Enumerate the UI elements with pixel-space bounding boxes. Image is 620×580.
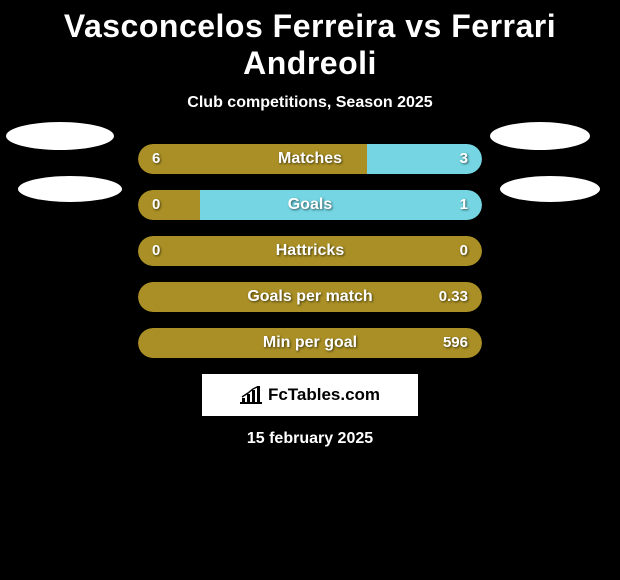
stat-row: Goals per match0.33 [138,282,482,312]
stat-row: Hattricks0 0 [138,236,482,266]
date-label: 15 february 2025 [0,430,620,448]
stat-label: Goals per match [138,282,482,312]
stat-row: Matches6 3 [138,144,482,174]
stat-value-left: 6 [152,144,160,174]
stat-bars: Matches63Goals01Hattricks00Goals per mat… [138,144,482,358]
chart-icon [240,386,262,404]
stat-value-left: 0 [152,236,160,266]
player-right-photo-top [490,122,590,150]
stat-label: Hattricks [138,236,482,266]
stat-label: Matches [138,144,482,174]
stat-label: Min per goal [138,328,482,358]
player-left-photo-mid [18,176,122,202]
subtitle: Club competitions, Season 2025 [0,94,620,112]
brand-box: FcTables.com [202,374,418,416]
stat-value-right: 0.33 [439,282,468,312]
stat-row: Goals0 1 [138,190,482,220]
player-left-photo-top [6,122,114,150]
stat-value-right: 0 [460,236,468,266]
stat-value-right: 1 [460,190,468,220]
stat-row: Min per goal596 [138,328,482,358]
stat-value-right: 3 [460,144,468,174]
stat-value-right: 596 [443,328,468,358]
page-title: Vasconcelos Ferreira vs Ferrari Andreoli [0,0,620,82]
brand-label: FcTables.com [268,385,380,405]
stat-label: Goals [138,190,482,220]
player-right-photo-mid [500,176,600,202]
stat-value-left: 0 [152,190,160,220]
